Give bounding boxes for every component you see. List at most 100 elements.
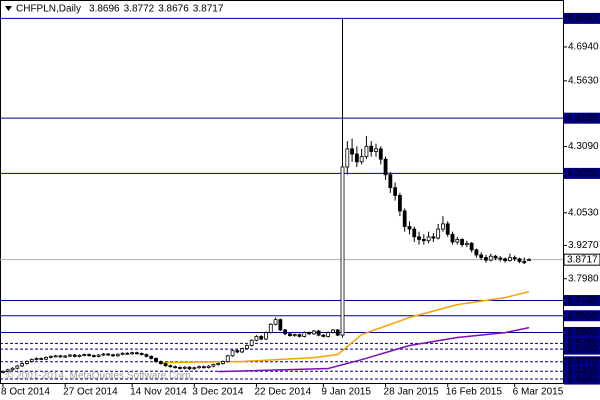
candle-body [326, 332, 331, 337]
level-label-box [564, 167, 600, 179]
candle-body [139, 353, 144, 355]
level-label-box [564, 295, 600, 307]
candle-body [158, 361, 163, 364]
candle-body [10, 367, 15, 371]
candle-body [469, 242, 474, 251]
candle-body [507, 257, 512, 262]
candle-body [235, 350, 240, 353]
candle-body [187, 366, 192, 370]
candle-body [44, 356, 48, 360]
candle-body [503, 258, 508, 262]
candle-body [53, 355, 58, 358]
candle-body [264, 332, 268, 340]
candle-body [283, 329, 288, 335]
candle-body [154, 358, 158, 362]
candle-body [72, 354, 77, 357]
x-tick-label: 28 Jan 2015 [384, 387, 439, 398]
current-price-label: 3.8717 [567, 254, 598, 265]
candle-body [302, 332, 307, 337]
candle-body [244, 345, 249, 349]
candle-body [297, 334, 302, 337]
candle-body [374, 148, 378, 152]
candle-body [91, 355, 96, 357]
candle-body [331, 329, 335, 333]
candle-body [216, 363, 221, 366]
candle-body [106, 353, 111, 356]
moving-average [160, 290, 530, 364]
candle-body [101, 353, 106, 356]
menu-arrow[interactable] [5, 6, 12, 11]
candle-body [240, 348, 245, 353]
candle-body [441, 223, 445, 230]
candle-body [350, 148, 354, 155]
watermark: © 2001-2014, MetaQuotes Software Corp. [6, 371, 193, 382]
level-label-box [564, 337, 600, 349]
candle-body [134, 352, 139, 355]
candle-body [484, 257, 488, 261]
candle-body [316, 330, 321, 336]
level-label: 3.7138 [567, 295, 598, 306]
candle-body [48, 355, 53, 358]
candle-body [125, 352, 130, 355]
candle-body [321, 334, 326, 337]
candle-body [527, 259, 531, 262]
candle-body [288, 333, 292, 337]
level-label-box [564, 310, 600, 322]
candle-body [278, 319, 283, 331]
candle-body [221, 361, 225, 364]
candle-body [479, 254, 484, 258]
y-tick-label: 4.3090 [568, 141, 599, 152]
x-tick-label: 6 Mar 2015 [513, 387, 564, 398]
x-tick-label: 22 Dec 2014 [254, 387, 311, 398]
candle-body [345, 148, 350, 168]
candle-body [369, 145, 374, 152]
moving-average [218, 326, 530, 373]
candle-body [464, 242, 469, 245]
candle-body [168, 365, 173, 368]
candle-body [354, 153, 359, 163]
quote-value: 3.8676 [158, 4, 189, 15]
candle-body [311, 330, 316, 335]
candle-body [398, 195, 402, 212]
candle-body [34, 358, 39, 360]
candle-body [254, 336, 259, 341]
plot-frame [0, 0, 564, 384]
candle-body [68, 354, 72, 357]
candle-body [340, 166, 345, 336]
candle-body [63, 355, 68, 358]
candle-body [225, 355, 230, 362]
candle-body [450, 233, 455, 243]
candle-body [307, 332, 311, 335]
y-tick-label: 3.9270 [568, 240, 599, 251]
level-label: 3.4103 [567, 374, 598, 385]
level-label-box [564, 365, 600, 377]
candle-body [378, 148, 383, 160]
candle-body [182, 366, 187, 369]
candle-body [436, 228, 441, 239]
y-tick-label: 3.7980 [568, 273, 599, 284]
candle-body [359, 156, 364, 163]
candle-body [120, 352, 125, 355]
candle-body [407, 226, 412, 230]
candle-body [512, 257, 517, 260]
candle-body [522, 261, 527, 264]
candle-body [402, 210, 407, 227]
candle-body [20, 363, 25, 367]
level-label: 4.2052 [567, 168, 598, 179]
candle-body [1, 370, 5, 373]
candle-body [498, 257, 503, 260]
current-price-box [563, 253, 600, 266]
candle-body [268, 323, 273, 333]
candle-body [5, 369, 10, 372]
candle-body [493, 255, 498, 259]
candle-body [460, 239, 464, 245]
candle-body [163, 363, 168, 367]
candle-body [201, 366, 206, 369]
level-label: 3.6550 [567, 310, 598, 321]
level-label-box [564, 373, 600, 385]
candle-body [421, 239, 426, 242]
candle-body [412, 228, 417, 238]
candle-body [144, 354, 149, 357]
